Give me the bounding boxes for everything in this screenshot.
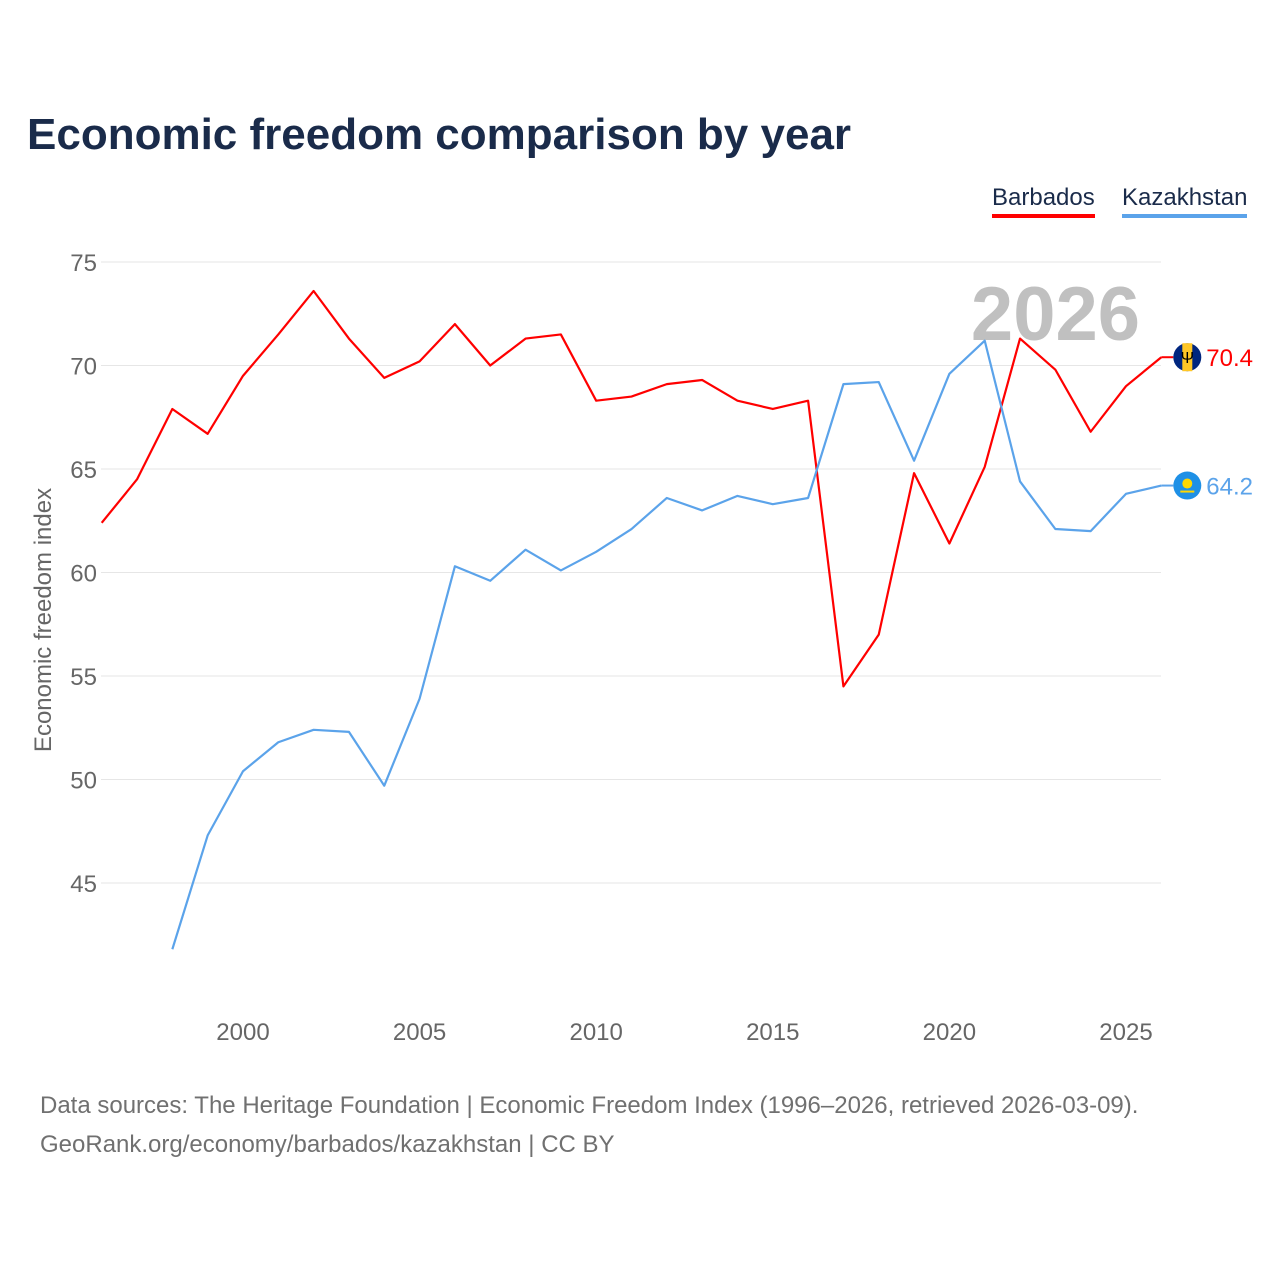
data-point: [840, 381, 846, 387]
y-tick-label: 60: [70, 561, 97, 588]
data-point: [911, 470, 917, 476]
kazakhstan-flag-icon: [1173, 471, 1202, 500]
data-point: [311, 727, 317, 733]
x-tick-label: 2025: [1099, 1019, 1152, 1046]
data-point: [770, 406, 776, 412]
data-point: [734, 398, 740, 404]
data-point: [805, 495, 811, 501]
data-point: [1052, 367, 1058, 373]
data-point: [169, 406, 175, 412]
data-point: [240, 373, 246, 379]
data-point: [205, 832, 211, 838]
data-point: [134, 476, 140, 482]
data-point: [346, 336, 352, 342]
y-tick-label: 65: [70, 457, 97, 484]
data-point: [99, 520, 105, 526]
data-point: [417, 358, 423, 364]
data-point: [1017, 336, 1023, 342]
data-point: [346, 729, 352, 735]
y-tick-label: 45: [70, 871, 97, 898]
data-point: [452, 563, 458, 569]
data-point: [1123, 383, 1129, 389]
legend-kazakhstan[interactable]: Kazakhstan: [1122, 184, 1248, 218]
data-point: [699, 507, 705, 513]
data-point: [240, 768, 246, 774]
data-point: [876, 632, 882, 638]
end-value-label: 70.4: [1206, 345, 1253, 372]
data-point: [558, 567, 564, 573]
x-tick-label: 2000: [216, 1019, 269, 1046]
data-point: [593, 549, 599, 555]
data-point: [805, 398, 811, 404]
trident-icon: Ψ: [1181, 350, 1194, 367]
data-point: [1017, 478, 1023, 484]
y-tick-label: 75: [70, 250, 97, 277]
end-value-label: 64.2: [1206, 474, 1253, 501]
barbados-flag-icon: Ψ: [1173, 343, 1202, 372]
data-point: [664, 381, 670, 387]
data-point: [169, 946, 175, 952]
data-point: [275, 331, 281, 337]
data-point: [876, 379, 882, 385]
data-point: [946, 541, 952, 547]
data-point: [1088, 429, 1094, 435]
eagle-icon: [1180, 490, 1195, 493]
data-point: [311, 288, 317, 294]
chart-title: Economic freedom comparison by year: [27, 110, 852, 159]
x-tick-label: 2005: [393, 1019, 446, 1046]
x-tick-label: 2015: [746, 1019, 799, 1046]
y-tick-label: 55: [70, 664, 97, 691]
data-point: [275, 739, 281, 745]
data-point: [629, 394, 635, 400]
data-point: [664, 495, 670, 501]
sun-icon: [1182, 478, 1193, 489]
data-point: [487, 363, 493, 369]
x-tick-label: 2020: [923, 1019, 976, 1046]
data-point: [205, 431, 211, 437]
data-point: [911, 458, 917, 464]
footer: Data sources: The Heritage Foundation | …: [40, 1086, 1138, 1164]
data-point: [1123, 491, 1129, 497]
data-point: [699, 377, 705, 383]
flag-stripe: [1182, 343, 1193, 372]
source-text: Data sources: The Heritage Foundation | …: [40, 1092, 1139, 1119]
data-point: [523, 547, 529, 553]
y-tick-label: 70: [70, 354, 97, 381]
data-point: [1088, 528, 1094, 534]
data-point: [982, 464, 988, 470]
data-point: [452, 321, 458, 327]
series-line-kazakhstan: [171, 339, 1162, 950]
y-axis-label: Economic freedom index: [30, 488, 57, 752]
data-point: [1052, 526, 1058, 532]
year-watermark: 2026: [971, 272, 1140, 357]
data-point: [946, 371, 952, 377]
legend-barbados[interactable]: Barbados: [992, 184, 1095, 218]
series-line-barbados: [100, 289, 1162, 688]
data-point: [629, 526, 635, 532]
data-point: [770, 501, 776, 507]
data-point: [417, 696, 423, 702]
source-link[interactable]: GeoRank.org/economy/barbados/kazakhstan …: [40, 1131, 615, 1158]
y-tick-label: 50: [70, 768, 97, 795]
data-point: [593, 398, 599, 404]
data-point: [734, 493, 740, 499]
data-point: [523, 336, 529, 342]
data-point: [982, 338, 988, 344]
data-point: [487, 578, 493, 584]
data-point: [381, 375, 387, 381]
x-tick-label: 2010: [569, 1019, 622, 1046]
data-point: [558, 331, 564, 337]
data-point: [840, 683, 846, 689]
data-point: [381, 783, 387, 789]
